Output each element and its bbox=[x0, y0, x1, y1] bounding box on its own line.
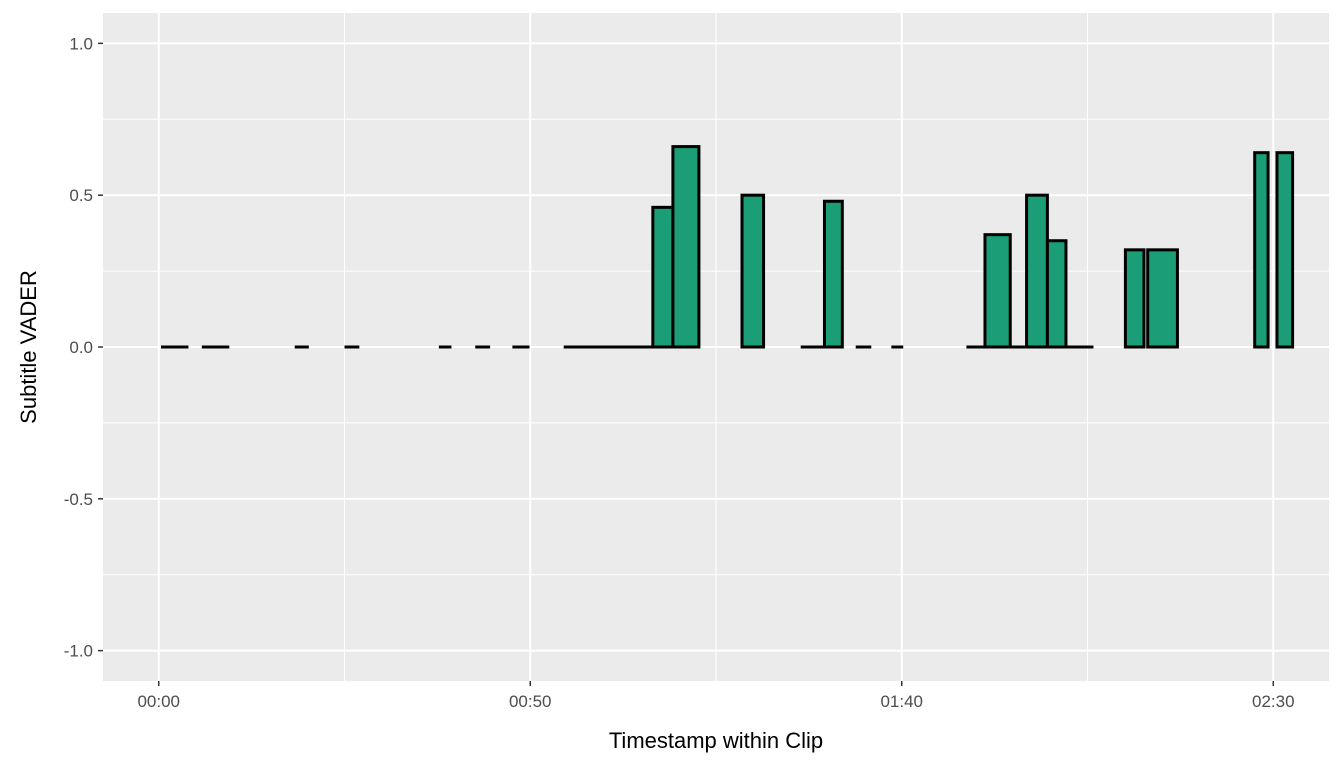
bar bbox=[822, 199, 844, 349]
bar bbox=[1123, 248, 1146, 349]
x-tick-label: 01:40 bbox=[880, 692, 923, 711]
bar bbox=[671, 145, 701, 349]
y-tick-label: -1.0 bbox=[64, 642, 93, 661]
y-axis-title: Subtitle VADER bbox=[16, 270, 41, 424]
bar bbox=[1025, 193, 1049, 349]
x-tick-label: 02:30 bbox=[1252, 692, 1295, 711]
bar bbox=[1146, 248, 1179, 349]
x-tick-label: 00:00 bbox=[137, 692, 180, 711]
x-axis: 00:00 00:50 01:40 02:30 bbox=[137, 681, 1295, 711]
bar bbox=[1253, 151, 1270, 349]
bar bbox=[983, 233, 1012, 349]
bar bbox=[740, 193, 766, 349]
bar bbox=[1275, 151, 1295, 349]
y-tick-label: -0.5 bbox=[64, 490, 93, 509]
y-tick-label: 0.0 bbox=[69, 338, 93, 357]
y-tick-label: 0.5 bbox=[69, 186, 93, 205]
x-axis-title: Timestamp within Clip bbox=[609, 728, 823, 753]
bar bbox=[651, 205, 675, 349]
y-tick-label: 1.0 bbox=[69, 34, 93, 53]
bar bbox=[1045, 239, 1068, 349]
y-axis: 1.0 0.5 0.0 -0.5 -1.0 bbox=[64, 34, 103, 661]
x-tick-label: 00:50 bbox=[509, 692, 552, 711]
bars bbox=[160, 145, 1295, 349]
